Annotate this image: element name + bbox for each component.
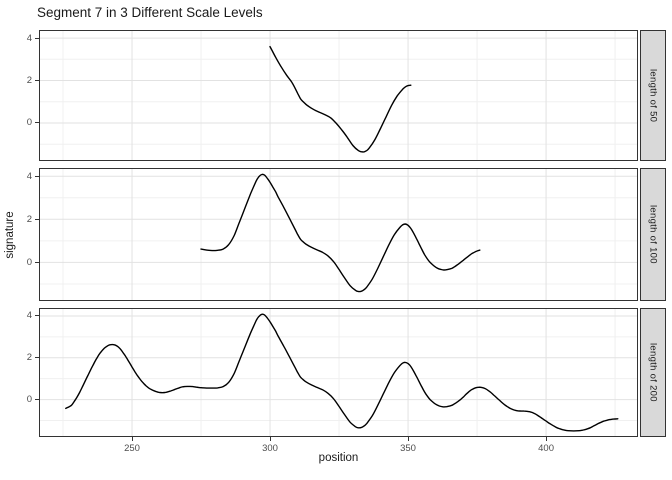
y-tick-label: 4 — [26, 170, 32, 182]
x-tick-mark — [407, 437, 409, 441]
x-tick-mark — [269, 437, 271, 441]
facet-strip: length of 200 — [640, 308, 666, 437]
x-tick-label: 350 — [400, 443, 416, 454]
facet-strip-label: length of 50 — [647, 68, 659, 123]
y-tick-label: 0 — [26, 117, 32, 129]
facet-panel — [39, 30, 638, 161]
y-tick-mark — [35, 80, 39, 82]
y-tick-label: 2 — [26, 75, 32, 87]
x-tick-label: 400 — [538, 443, 554, 454]
facet-strip-label: length of 100 — [647, 205, 659, 264]
facet-strip-label: length of 200 — [647, 343, 659, 402]
y-tick-mark — [35, 399, 39, 401]
y-tick-mark — [35, 315, 39, 317]
y-tick-mark — [35, 175, 39, 177]
y-tick-label: 2 — [26, 352, 32, 364]
facet-panel — [39, 168, 638, 301]
facet-strip: length of 50 — [640, 30, 666, 161]
y-tick-label: 2 — [26, 213, 32, 225]
x-tick-label: 250 — [124, 443, 140, 454]
chart-title: Segment 7 in 3 Different Scale Levels — [37, 5, 263, 20]
signature-line — [269, 45, 412, 153]
y-tick-mark — [35, 261, 39, 263]
x-tick-label: 300 — [262, 443, 278, 454]
y-tick-label: 4 — [26, 310, 32, 322]
y-tick-mark — [35, 37, 39, 39]
x-tick-mark — [545, 437, 547, 441]
signature-line — [200, 173, 481, 293]
x-axis-title: position — [318, 452, 359, 464]
y-tick-mark — [35, 122, 39, 124]
y-tick-label: 4 — [26, 32, 32, 44]
y-tick-label: 0 — [26, 256, 32, 268]
y-tick-mark — [35, 218, 39, 220]
x-tick-mark — [131, 437, 133, 441]
facet-strip: length of 100 — [640, 168, 666, 301]
facet-panel — [39, 308, 638, 437]
y-tick-mark — [35, 357, 39, 359]
y-tick-label: 0 — [26, 394, 32, 406]
signature-line — [65, 313, 619, 432]
